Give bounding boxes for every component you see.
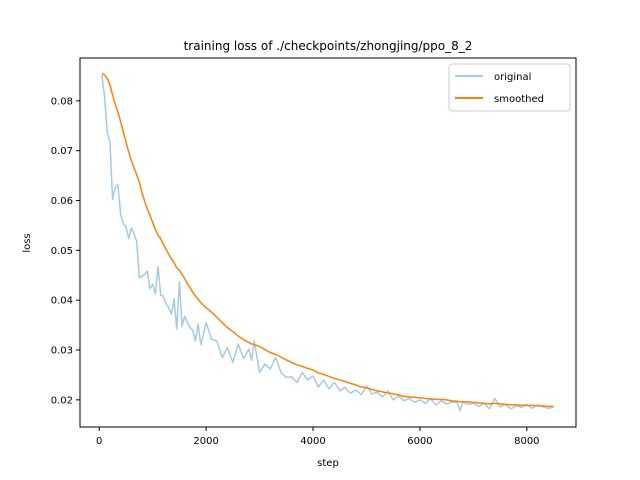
- y-tick-label: 0.06: [51, 196, 73, 207]
- y-axis-label: loss: [22, 233, 33, 252]
- y-tick-label: 0.03: [51, 346, 73, 357]
- x-tick-label: 4000: [300, 436, 325, 447]
- series-line-smoothed: [101, 72, 554, 408]
- y-tick-label: 0.08: [51, 96, 73, 107]
- chart-title: training loss of ./checkpoints/zhongjing…: [184, 39, 473, 53]
- legend-label-smoothed: smoothed: [494, 94, 544, 105]
- y-tick-label: 0.05: [51, 246, 73, 257]
- plot-frame: [79, 57, 577, 428]
- x-tick-label: 0: [96, 436, 102, 447]
- y-tick-label: 0.04: [51, 296, 73, 307]
- x-axis-label: step: [317, 458, 339, 469]
- x-tick-label: 8000: [514, 436, 539, 447]
- legend: original smoothed: [448, 63, 571, 112]
- ticks-layer: 0 2000 4000 6000 8000 0.02 0.03 0.04 0.05 0.06 0.0…: [51, 96, 540, 447]
- y-tick-label: 0.02: [51, 395, 73, 406]
- series-line-original: [101, 74, 554, 412]
- x-tick-label: 2000: [193, 436, 218, 447]
- y-tick-label: 0.07: [51, 146, 73, 157]
- series-layer: [101, 72, 554, 412]
- legend-label-original: original: [494, 72, 531, 83]
- x-tick-label: 6000: [407, 436, 432, 447]
